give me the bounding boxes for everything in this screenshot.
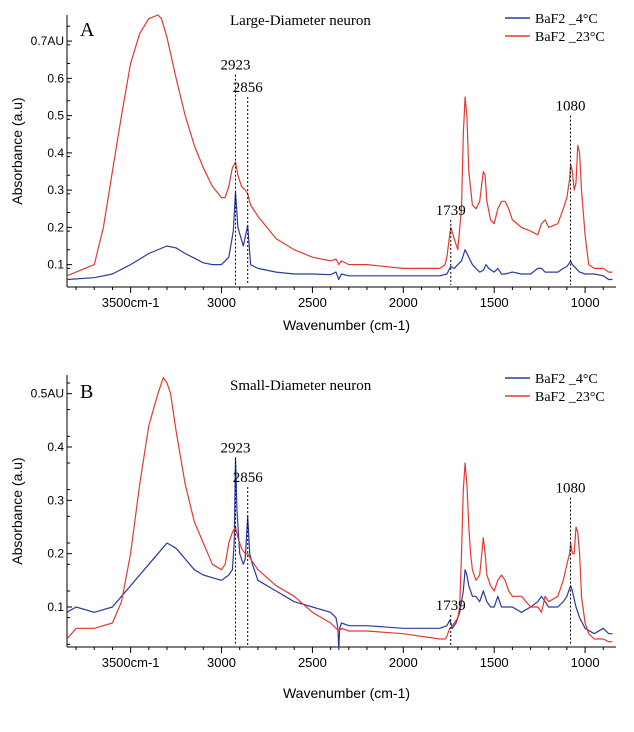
x-axis-label: Wavenumber (cm-1) — [283, 685, 410, 701]
x-tick-label: 1000 — [571, 655, 600, 670]
x-tick-label: 3500cm-1 — [102, 655, 160, 670]
series-line-red — [66, 377, 613, 643]
y-tick-label: 0.1 — [47, 258, 64, 272]
legend-label: BaF2 _4°C — [535, 372, 598, 387]
x-tick-label: 1000 — [571, 295, 600, 310]
y-axis-label: Absorbance (a.u) — [9, 97, 25, 204]
peak-label: 1739 — [436, 203, 466, 219]
y-axis-label: Absorbance (a.u) — [9, 457, 25, 564]
y-tick-label: 0.3 — [47, 183, 64, 197]
legend-label: BaF2 _23°C — [535, 390, 605, 405]
x-tick-label: 2500 — [298, 655, 327, 670]
x-tick-label: 2000 — [389, 295, 418, 310]
x-tick-label: 2500 — [298, 295, 327, 310]
y-tick-label: 0.4 — [47, 440, 64, 454]
series-line-blue — [66, 191, 613, 281]
y-tick-label: 0.2 — [47, 547, 64, 561]
y-tick-label: 0.7AU — [31, 34, 64, 48]
x-tick-label: 3500cm-1 — [102, 295, 160, 310]
x-tick-label: 1500 — [480, 295, 509, 310]
y-tick-label: 0.5 — [47, 109, 64, 123]
panel-letter: A — [80, 19, 95, 41]
peak-label: 2856 — [233, 470, 264, 486]
y-tick-label: 0.2 — [47, 220, 64, 234]
x-tick-label: 3000 — [207, 295, 236, 310]
y-tick-label: 0.1 — [47, 600, 64, 614]
legend: BaF2 _4°C BaF2 _23°C — [505, 12, 605, 45]
y-tick-label: 0.4 — [47, 146, 64, 160]
x-axis-label: Wavenumber (cm-1) — [283, 317, 410, 333]
legend-label: BaF2 _4°C — [535, 12, 598, 27]
chart-panel-a: 0.1 0.2 0.3 0.4 0.5 0.6 0.7AU 3500cm-1 3000 2500 2… — [9, 12, 616, 333]
y-tick-label: 0.6 — [47, 71, 64, 85]
panel-letter: B — [80, 381, 93, 403]
series-line-blue — [66, 457, 613, 651]
panel-title: Small-Diameter neuron — [230, 378, 372, 394]
series-line-red — [66, 14, 613, 277]
peak-label: 2923 — [221, 58, 251, 74]
legend-label: BaF2 _23°C — [535, 30, 605, 45]
y-tick-label: 0.5AU — [31, 387, 64, 401]
x-tick-label: 3000 — [207, 655, 236, 670]
peak-label: 1739 — [436, 598, 466, 614]
x-tick-label: 1500 — [480, 655, 509, 670]
chart-panel-b: 0.1 0.2 0.3 0.4 0.5AU 3500cm-1 3000 2500 2000 150… — [9, 372, 616, 701]
legend: BaF2 _4°C BaF2 _23°C — [505, 372, 605, 405]
y-tick-label: 0.3 — [47, 493, 64, 507]
peak-label: 2923 — [221, 441, 251, 457]
peak-label: 1080 — [556, 99, 586, 115]
x-tick-label: 2000 — [389, 655, 418, 670]
peak-label: 2856 — [233, 80, 264, 96]
peak-label: 1080 — [556, 481, 586, 497]
panel-title: Large-Diameter neuron — [230, 13, 371, 29]
